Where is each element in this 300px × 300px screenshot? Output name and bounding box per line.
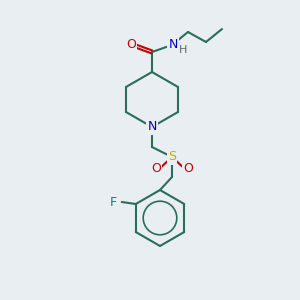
Text: O: O xyxy=(151,163,161,176)
Text: O: O xyxy=(126,38,136,52)
Text: N: N xyxy=(168,38,178,50)
Text: F: F xyxy=(110,196,117,208)
Text: H: H xyxy=(179,45,187,55)
Text: O: O xyxy=(183,163,193,176)
Text: N: N xyxy=(147,121,157,134)
Text: S: S xyxy=(168,151,176,164)
